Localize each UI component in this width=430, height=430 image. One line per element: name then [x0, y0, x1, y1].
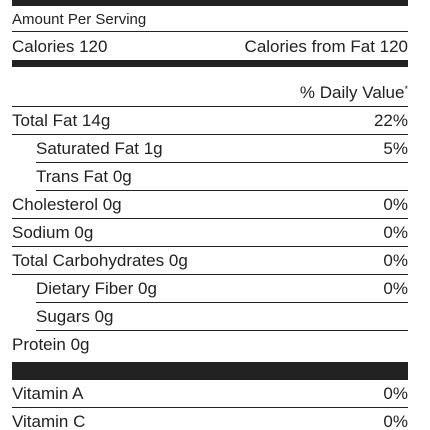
- nutrient-row: Total Carbohydrates 0g 0%: [12, 247, 408, 275]
- nutrient-row: Sodium 0g 0%: [12, 219, 408, 247]
- nutrient-label: Total Fat 14g: [12, 111, 111, 130]
- nutrient-label: Cholesterol 0g: [12, 195, 122, 214]
- nutrient-label: Trans Fat 0g: [36, 167, 132, 186]
- nutrient-row: Vitamin A 0%: [12, 380, 408, 408]
- daily-value: 0%: [383, 384, 408, 403]
- calories-from-fat: Calories from Fat 120: [244, 37, 408, 56]
- nutrient-label: Protein 0g: [12, 335, 90, 354]
- daily-value: 0%: [383, 412, 408, 430]
- footnote-mark: *: [404, 84, 408, 94]
- calories-row: Calories 120 Calories from Fat 120: [12, 33, 408, 60]
- nutrient-label: Sodium 0g: [12, 223, 94, 242]
- nutrient-row: Total Fat 14g 22%: [12, 107, 408, 135]
- nutrient-label: Vitamin C: [12, 412, 86, 430]
- nutrient-row: Sugars 0g: [36, 303, 408, 331]
- daily-value: 0%: [383, 279, 408, 298]
- thick-rule: [12, 60, 408, 67]
- top-rule: [12, 0, 408, 6]
- daily-value: 0%: [383, 223, 408, 242]
- nutrient-row: Vitamin C 0%: [12, 408, 408, 430]
- nutrient-row: Cholesterol 0g 0%: [12, 191, 408, 219]
- amount-label: Amount Per Serving: [12, 11, 147, 28]
- daily-value-label: % Daily Value*: [300, 79, 408, 107]
- daily-value-text: % Daily Value: [299, 83, 405, 102]
- nutrient-label: Saturated Fat 1g: [36, 139, 163, 158]
- amount-row: Amount Per Serving: [12, 7, 408, 32]
- calories: Calories 120: [12, 37, 108, 56]
- daily-value: 0%: [383, 251, 408, 270]
- nutrient-label: Sugars 0g: [36, 307, 114, 326]
- vitamin-rule: [12, 362, 408, 380]
- nutrient-row: Saturated Fat 1g 5%: [36, 135, 408, 163]
- daily-value-header: % Daily Value*: [12, 79, 408, 107]
- nutrient-row: Dietary Fiber 0g 0%: [36, 275, 408, 303]
- daily-value: 0%: [383, 195, 408, 214]
- daily-value: 5%: [383, 139, 408, 158]
- nutrient-label: Dietary Fiber 0g: [36, 279, 157, 298]
- daily-value: 22%: [373, 111, 408, 130]
- nutrient-row: Protein 0g: [12, 331, 408, 358]
- nutrient-row: Trans Fat 0g: [36, 163, 408, 191]
- nutrient-label: Vitamin A: [12, 384, 84, 403]
- nutrient-label: Total Carbohydrates 0g: [12, 251, 188, 270]
